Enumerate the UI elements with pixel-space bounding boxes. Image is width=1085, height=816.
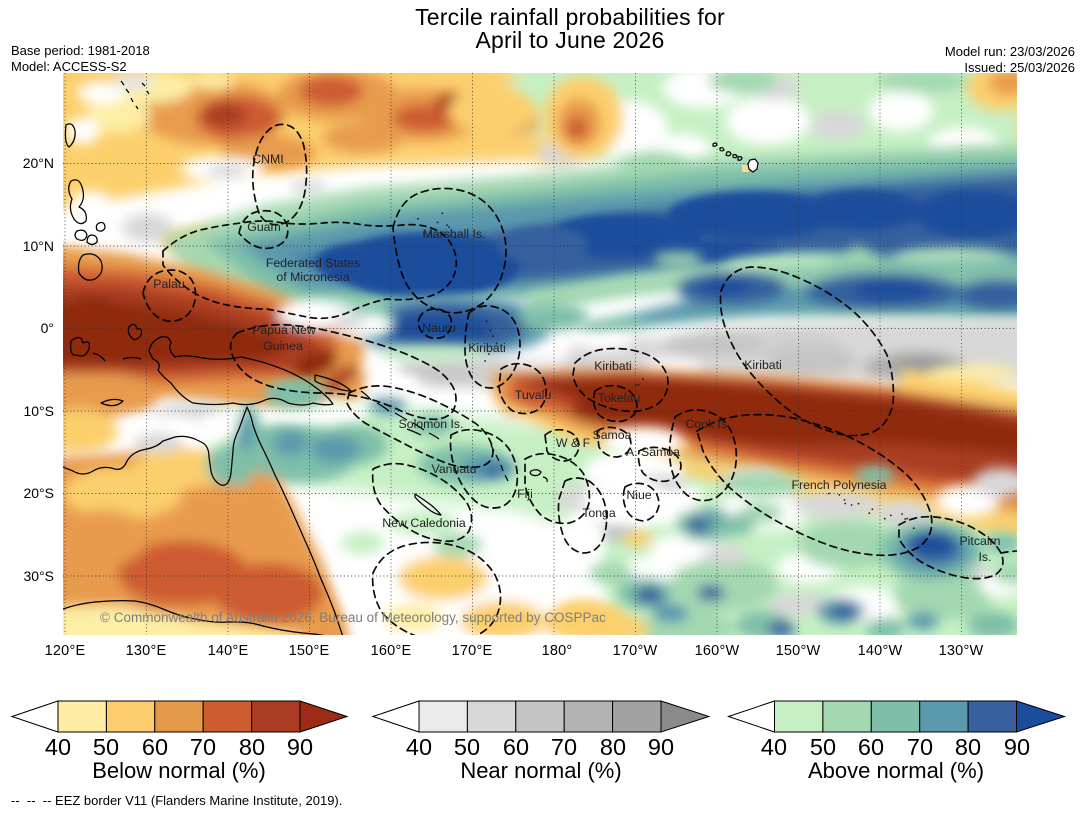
svg-text:W & F: W & F <box>556 436 591 450</box>
svg-text:Samoa: Samoa <box>593 428 632 442</box>
svg-text:Kiribati: Kiribati <box>594 359 632 373</box>
svg-text:Pitcairn: Pitcairn <box>959 534 1000 548</box>
svg-text:Kiribati: Kiribati <box>744 358 782 372</box>
svg-text:Vanuatu: Vanuatu <box>432 462 477 476</box>
svg-text:Tonga: Tonga <box>582 506 616 520</box>
svg-text:Cook Is.: Cook Is. <box>685 417 730 431</box>
svg-text:Marshall Is.: Marshall Is. <box>423 227 486 241</box>
svg-text:Papua New: Papua New <box>252 323 316 337</box>
svg-text:of Micronesia: of Micronesia <box>276 270 349 284</box>
svg-text:Fiji: Fiji <box>517 487 533 501</box>
svg-text:French Polynesia: French Polynesia <box>791 478 886 492</box>
svg-text:Tuvalu: Tuvalu <box>515 388 552 402</box>
svg-text:A. Samoa: A. Samoa <box>626 445 680 459</box>
svg-text:Nauru: Nauru <box>422 321 456 335</box>
svg-text:Federated States: Federated States <box>266 256 360 270</box>
svg-text:Is.: Is. <box>979 550 992 564</box>
svg-text:Niue: Niue <box>626 488 651 502</box>
svg-text:Kiribati: Kiribati <box>468 341 506 355</box>
svg-text:CNMI: CNMI <box>252 152 283 166</box>
svg-text:Solomon Is.: Solomon Is. <box>399 417 464 431</box>
svg-text:New Caledonia: New Caledonia <box>382 516 466 530</box>
svg-text:Palau: Palau <box>153 277 185 291</box>
svg-text:© Commonwealth of Australia 20: © Commonwealth of Australia 2026, Bureau… <box>100 610 606 625</box>
svg-text:Guam: Guam <box>247 220 281 234</box>
svg-text:Tokelau: Tokelau <box>598 391 641 405</box>
svg-text:Guinea: Guinea <box>263 339 303 353</box>
